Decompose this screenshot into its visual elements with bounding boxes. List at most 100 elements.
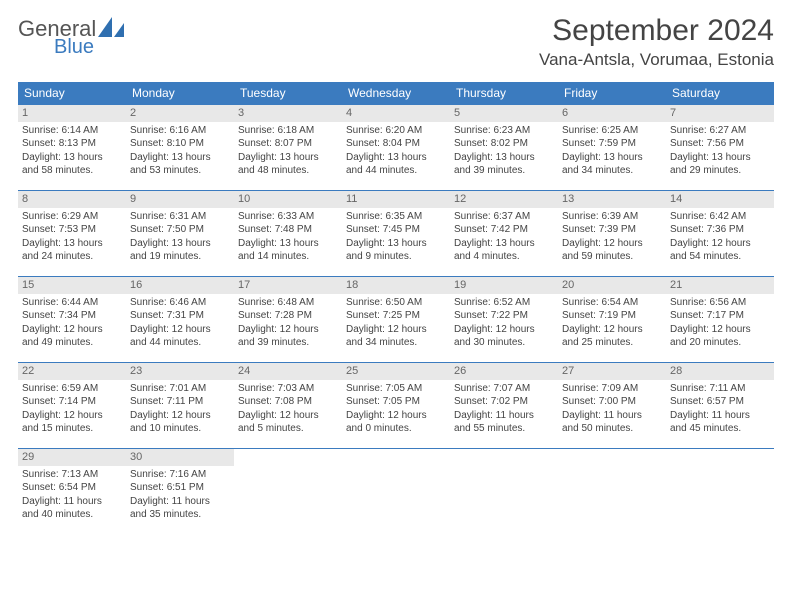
daylight-text: Daylight: 12 hours <box>346 323 446 337</box>
day-number: 17 <box>234 277 342 294</box>
daylight-text: and 44 minutes. <box>130 336 230 350</box>
daylight-text: Daylight: 11 hours <box>670 409 770 423</box>
calendar-day-cell: 17 Sunrise: 6:48 AMSunset: 7:28 PMDayligh… <box>234 277 342 363</box>
calendar-day-cell: 4Sunrise: 6:20 AMSunset: 8:04 PMDaylight… <box>342 105 450 191</box>
calendar-day-cell: 5Sunrise: 6:23 AMSunset: 8:02 PMDaylight… <box>450 105 558 191</box>
sunrise-text: Sunrise: 6:48 AM <box>238 296 338 310</box>
sunset-text: Sunset: 7:53 PM <box>22 223 122 237</box>
sunrise-text: Sunrise: 6:42 AM <box>670 210 770 224</box>
daylight-text: Daylight: 12 hours <box>238 323 338 337</box>
calendar-day-cell: 14Sunrise: 6:42 AMSunset: 7:36 PMDayligh… <box>666 191 774 277</box>
weekday-header-row: Sunday Monday Tuesday Wednesday Thursday… <box>18 82 774 105</box>
day-number: 10 <box>234 191 342 208</box>
sunrise-text: Sunrise: 6:35 AM <box>346 210 446 224</box>
sunrise-text: Sunrise: 6:33 AM <box>238 210 338 224</box>
day-number: 22 <box>18 363 126 380</box>
daylight-text: Daylight: 12 hours <box>562 237 662 251</box>
sunset-text: Sunset: 8:10 PM <box>130 137 230 151</box>
day-number: 30 <box>126 449 234 466</box>
sunset-text: Sunset: 7:48 PM <box>238 223 338 237</box>
sunset-text: Sunset: 7:56 PM <box>670 137 770 151</box>
day-number: 16 <box>126 277 234 294</box>
daylight-text: and 4 minutes. <box>454 250 554 264</box>
weekday-header: Saturday <box>666 82 774 105</box>
calendar-day-cell: 10 Sunrise: 6:33 AMSunset: 7:48 PMDayligh… <box>234 191 342 277</box>
day-number: 13 <box>558 191 666 208</box>
day-number: 3 <box>234 105 342 122</box>
daylight-text: and 15 minutes. <box>22 422 122 436</box>
daylight-text: Daylight: 13 hours <box>22 151 122 165</box>
sunset-text: Sunset: 6:57 PM <box>670 395 770 409</box>
sunrise-text: Sunrise: 6:16 AM <box>130 124 230 138</box>
sunset-text: Sunset: 8:13 PM <box>22 137 122 151</box>
daylight-text: and 39 minutes. <box>454 164 554 178</box>
day-number: 11 <box>342 191 450 208</box>
daylight-text: Daylight: 13 hours <box>238 237 338 251</box>
day-number: 28 <box>666 363 774 380</box>
calendar-day-cell: 11Sunrise: 6:35 AMSunset: 7:45 PMDayligh… <box>342 191 450 277</box>
calendar-day-cell: 19Sunrise: 6:52 AMSunset: 7:22 PMDayligh… <box>450 277 558 363</box>
sunset-text: Sunset: 7:28 PM <box>238 309 338 323</box>
daylight-text: Daylight: 13 hours <box>454 151 554 165</box>
sunrise-text: Sunrise: 7:11 AM <box>670 382 770 396</box>
calendar-week-row: 8Sunrise: 6:29 AMSunset: 7:53 PMDaylight… <box>18 191 774 277</box>
calendar-day-cell: 29Sunrise: 7:13 AMSunset: 6:54 PMDayligh… <box>18 449 126 535</box>
daylight-text: and 25 minutes. <box>562 336 662 350</box>
weekday-header: Thursday <box>450 82 558 105</box>
title-block: September 2024 Vana-Antsla, Vorumaa, Est… <box>539 14 774 70</box>
day-number: 6 <box>558 105 666 122</box>
sunset-text: Sunset: 7:36 PM <box>670 223 770 237</box>
daylight-text: Daylight: 12 hours <box>670 237 770 251</box>
day-number: 24 <box>234 363 342 380</box>
daylight-text: and 45 minutes. <box>670 422 770 436</box>
daylight-text: Daylight: 13 hours <box>22 237 122 251</box>
calendar-day-cell: 3Sunrise: 6:18 AMSunset: 8:07 PMDaylight… <box>234 105 342 191</box>
sunset-text: Sunset: 7:17 PM <box>670 309 770 323</box>
daylight-text: Daylight: 13 hours <box>238 151 338 165</box>
calendar-day-cell: 2Sunrise: 6:16 AMSunset: 8:10 PMDaylight… <box>126 105 234 191</box>
calendar-day-cell: 22Sunrise: 6:59 AMSunset: 7:14 PMDayligh… <box>18 363 126 449</box>
calendar-day-cell: 16Sunrise: 6:46 AMSunset: 7:31 PMDayligh… <box>126 277 234 363</box>
day-number: 27 <box>558 363 666 380</box>
day-number: 8 <box>18 191 126 208</box>
weekday-header: Tuesday <box>234 82 342 105</box>
sunset-text: Sunset: 8:07 PM <box>238 137 338 151</box>
day-number: 21 <box>666 277 774 294</box>
calendar-day-cell: 6Sunrise: 6:25 AMSunset: 7:59 PMDaylight… <box>558 105 666 191</box>
sunrise-text: Sunrise: 6:56 AM <box>670 296 770 310</box>
sunset-text: Sunset: 7:50 PM <box>130 223 230 237</box>
sunset-text: Sunset: 7:00 PM <box>562 395 662 409</box>
daylight-text: and 34 minutes. <box>346 336 446 350</box>
month-title: September 2024 <box>539 14 774 48</box>
calendar-day-cell: 25Sunrise: 7:05 AMSunset: 7:05 PMDayligh… <box>342 363 450 449</box>
sunset-text: Sunset: 7:22 PM <box>454 309 554 323</box>
daylight-text: and 39 minutes. <box>238 336 338 350</box>
calendar-day-cell: 15Sunrise: 6:44 AMSunset: 7:34 PMDayligh… <box>18 277 126 363</box>
daylight-text: and 35 minutes. <box>130 508 230 522</box>
calendar-week-row: 15Sunrise: 6:44 AMSunset: 7:34 PMDayligh… <box>18 277 774 363</box>
day-number: 9 <box>126 191 234 208</box>
day-number: 18 <box>342 277 450 294</box>
sunset-text: Sunset: 7:42 PM <box>454 223 554 237</box>
daylight-text: and 44 minutes. <box>346 164 446 178</box>
daylight-text: and 55 minutes. <box>454 422 554 436</box>
sunset-text: Sunset: 7:02 PM <box>454 395 554 409</box>
calendar-day-cell: 1Sunrise: 6:14 AMSunset: 8:13 PMDaylight… <box>18 105 126 191</box>
daylight-text: and 40 minutes. <box>22 508 122 522</box>
calendar-week-row: 1Sunrise: 6:14 AMSunset: 8:13 PMDaylight… <box>18 105 774 191</box>
day-number: 15 <box>18 277 126 294</box>
daylight-text: and 10 minutes. <box>130 422 230 436</box>
day-number: 12 <box>450 191 558 208</box>
sunrise-text: Sunrise: 7:16 AM <box>130 468 230 482</box>
sunrise-text: Sunrise: 6:44 AM <box>22 296 122 310</box>
daylight-text: and 50 minutes. <box>562 422 662 436</box>
calendar-day-cell: 24Sunrise: 7:03 AMSunset: 7:08 PMDayligh… <box>234 363 342 449</box>
day-number: 2 <box>126 105 234 122</box>
daylight-text: Daylight: 13 hours <box>454 237 554 251</box>
calendar-day-cell: 8Sunrise: 6:29 AMSunset: 7:53 PMDaylight… <box>18 191 126 277</box>
sunset-text: Sunset: 7:25 PM <box>346 309 446 323</box>
sunrise-text: Sunrise: 6:46 AM <box>130 296 230 310</box>
sunrise-text: Sunrise: 6:27 AM <box>670 124 770 138</box>
calendar-day-cell: 27Sunrise: 7:09 AMSunset: 7:00 PMDayligh… <box>558 363 666 449</box>
sunrise-text: Sunrise: 6:23 AM <box>454 124 554 138</box>
